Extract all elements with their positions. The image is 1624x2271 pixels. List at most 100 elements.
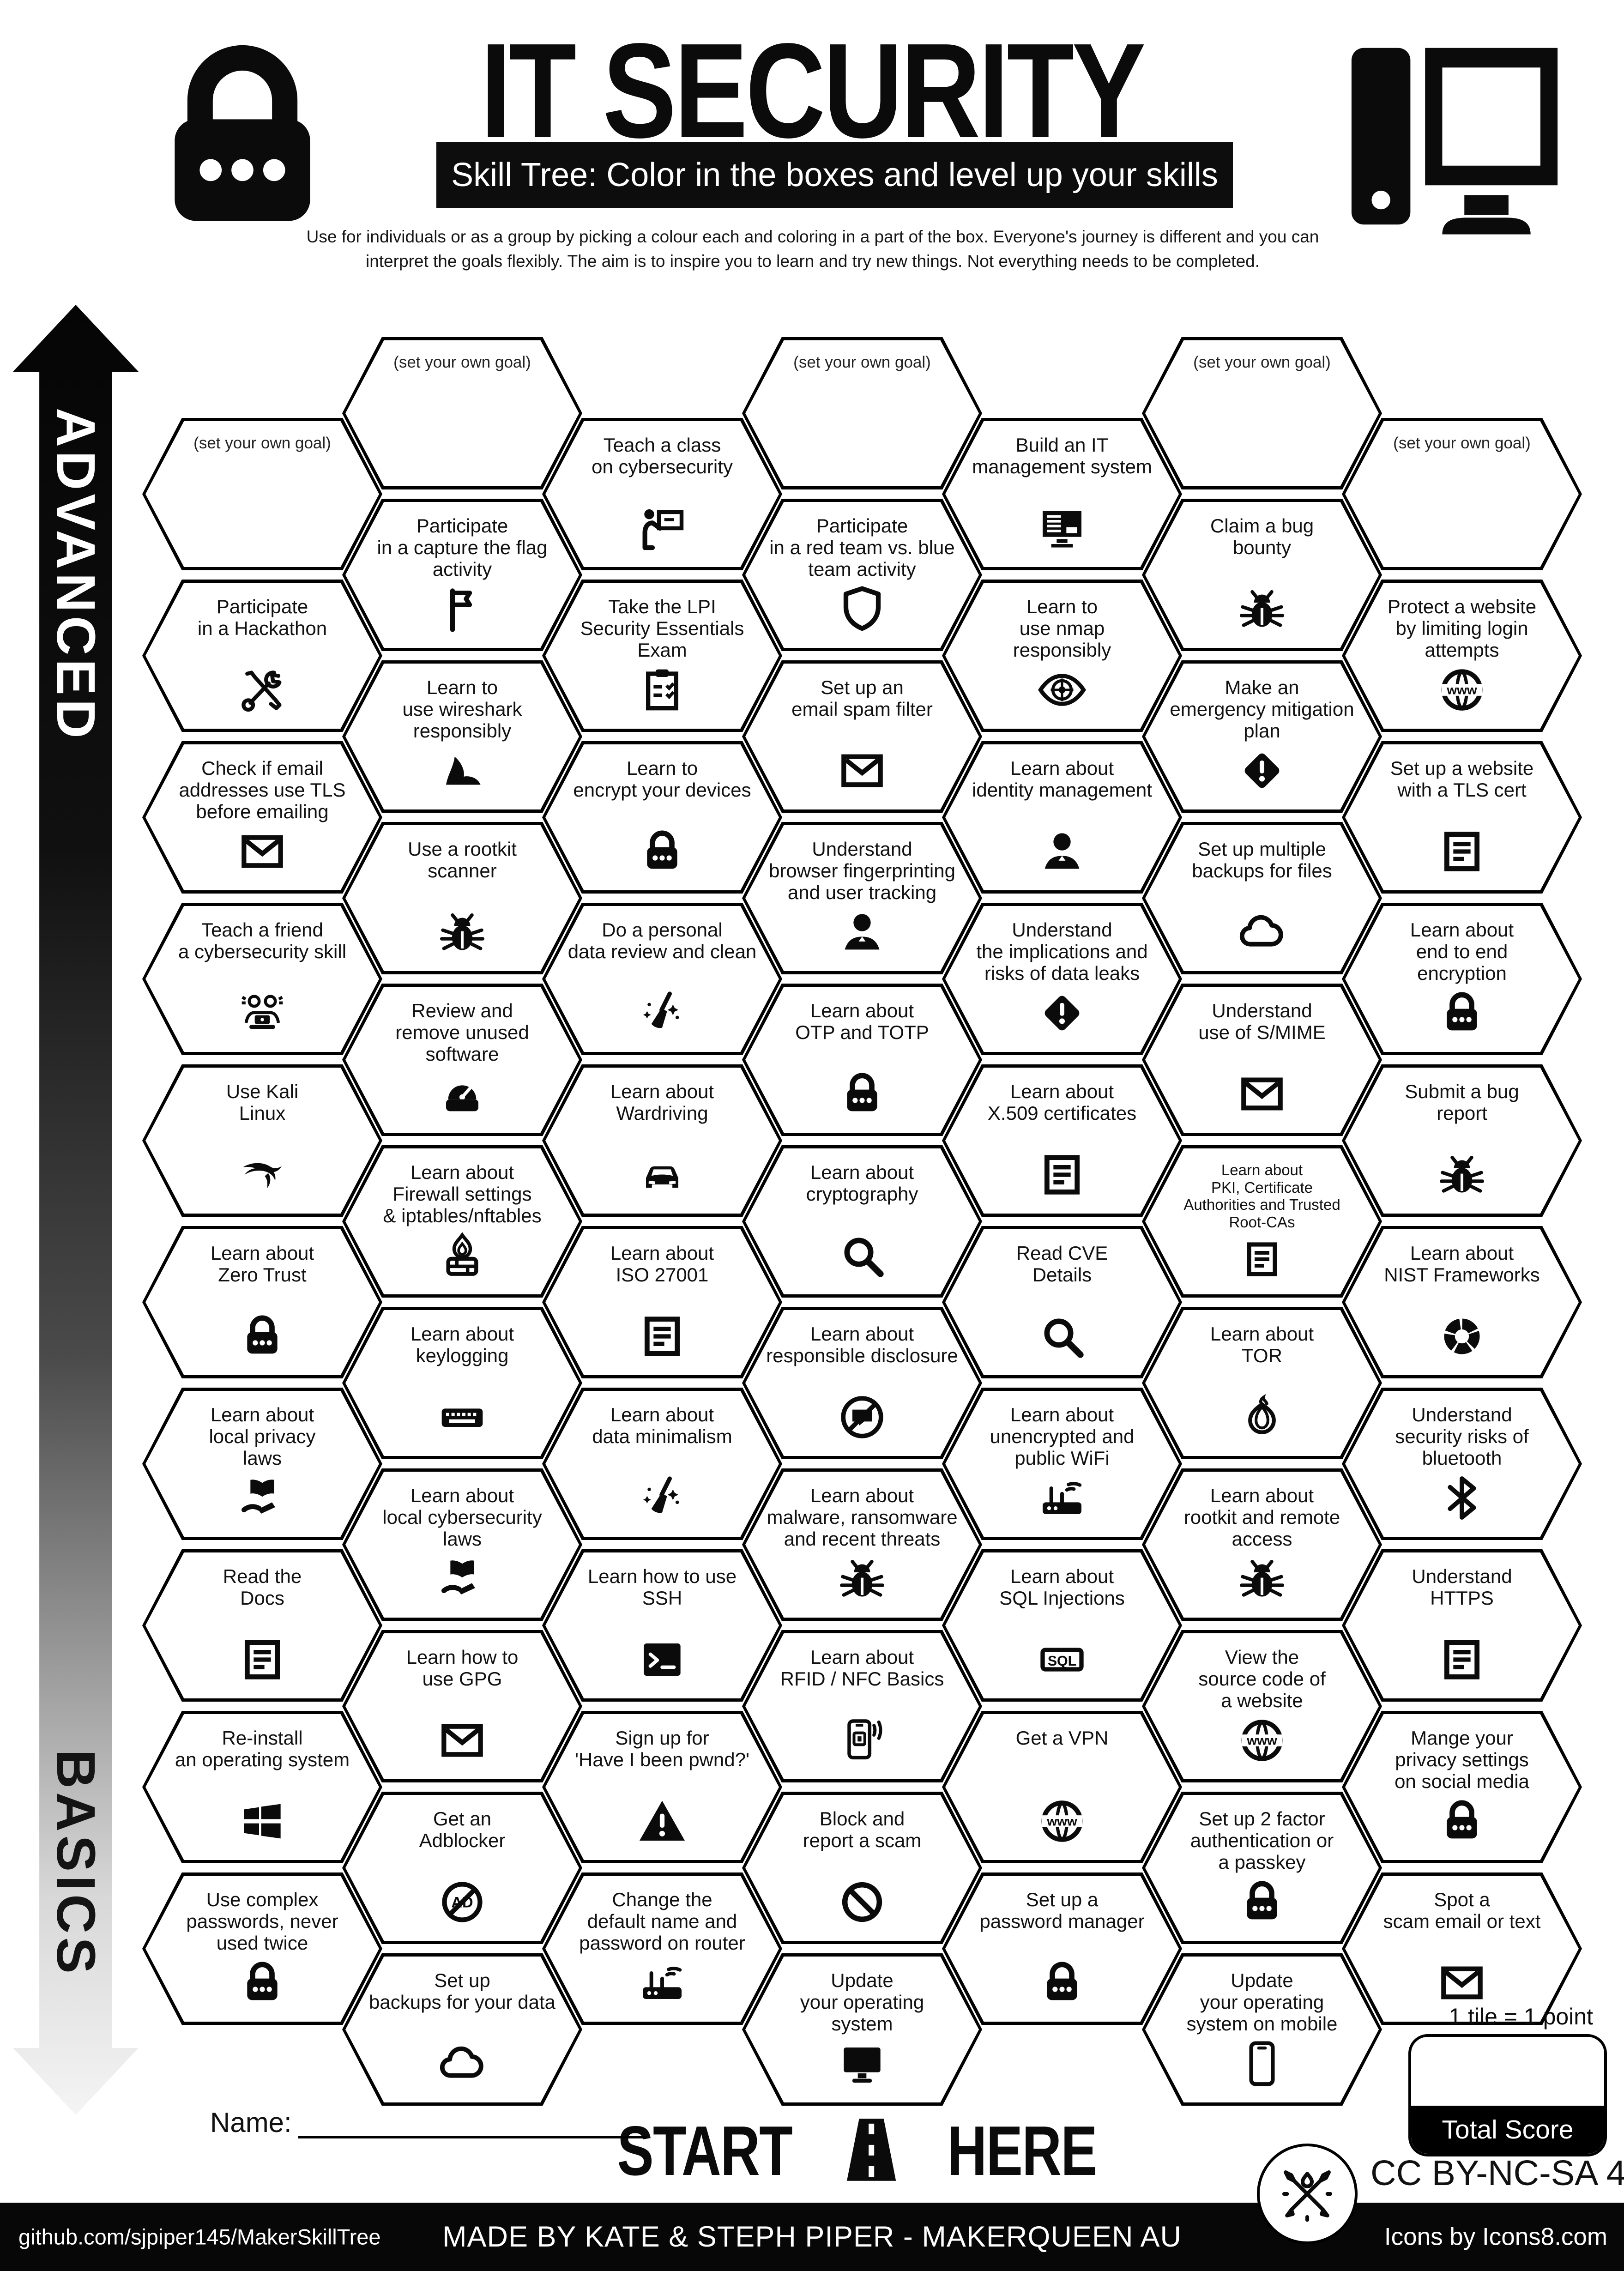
hex-tile: Learn about data minimalism — [542, 1388, 782, 1540]
goal-placeholder-label: (set your own goal) — [1393, 434, 1531, 452]
skill-label: Learn about rootkit and remote access — [1183, 1485, 1340, 1550]
skill-label: View the source code of a website — [1198, 1646, 1326, 1712]
skill-label: Learn about malware, ransomware and recent… — [767, 1485, 958, 1550]
hex-tile-face — [1145, 1633, 1379, 1779]
footer-bar: github.com/sjpiper145/MakerSkillTree MAD… — [0, 2203, 1624, 2271]
hex-tile: Review and remove unused software — [342, 984, 582, 1136]
hex-tile-face — [1345, 583, 1579, 729]
hex-tile: Read CVE Details — [942, 1226, 1182, 1378]
hex-tile-face — [345, 1310, 579, 1456]
hex-tile-face — [1145, 1148, 1379, 1294]
skill-label: Learn about Zero Trust — [210, 1242, 314, 1286]
doc-icon — [1240, 1237, 1284, 1281]
hex-tile-face — [545, 1068, 779, 1214]
goal-placeholder-label: (set your own goal) — [193, 434, 331, 452]
doc-icon — [1436, 1634, 1488, 1685]
hex-tile-face — [145, 1552, 379, 1698]
svg-text:www: www — [1446, 683, 1477, 697]
hex-tile: Set up a password manager — [942, 1872, 1182, 2025]
bug-icon — [1236, 583, 1288, 635]
hex-tile: Learn about malware, ransomware and recent… — [742, 1468, 982, 1621]
desktop-computer-icon — [1334, 18, 1575, 256]
bug-icon — [1436, 1149, 1488, 1201]
hex-tile: Set up backups for your data — [342, 1953, 582, 2106]
person-icon — [836, 906, 888, 958]
shark-icon — [436, 745, 488, 797]
hex-tile: Set up 2 factor authentication or a passke… — [1142, 1792, 1382, 1944]
skill-label: Set up backups for your data — [369, 1969, 555, 2013]
hex-tile: Learn about responsible disclosure — [742, 1307, 982, 1459]
here-label: HERE — [948, 2111, 1098, 2190]
hex-tile-face — [1145, 340, 1379, 486]
skill-label: Mange your privacy settings on social medi… — [1395, 1727, 1529, 1793]
broom-icon — [636, 987, 688, 1039]
windows-icon — [236, 1795, 288, 1847]
svg-text:www: www — [1246, 1733, 1277, 1747]
skill-label: Learn to encrypt your devices — [573, 757, 751, 801]
doc-icon — [236, 1634, 288, 1685]
skill-label: Build an IT management system — [972, 434, 1152, 478]
hex-tile: Sign up for 'Have I been pwnd?' — [542, 1711, 782, 1863]
clipboard-icon — [636, 664, 688, 716]
intro-line-1: Use for individuals or as a group by pic… — [306, 227, 1319, 246]
skill-label: Read the Docs — [223, 1565, 302, 1609]
skill-label: Make an emergency mitigation plan — [1170, 676, 1354, 742]
hex-tile: Learn how to use GPG — [342, 1630, 582, 1782]
onion-icon — [1236, 1391, 1288, 1443]
hex-tile-goal: (set your own goal) — [142, 418, 382, 570]
hex-tile: Learn about identity management — [942, 741, 1182, 894]
lock-icon — [1236, 1876, 1288, 1928]
magnifier-icon — [1036, 1311, 1088, 1362]
hex-tile-face — [545, 1229, 779, 1375]
hex-tile: Mange your privacy settings on social medi… — [1342, 1711, 1582, 1863]
car-icon — [636, 1149, 688, 1201]
keyboard-icon — [436, 1391, 488, 1443]
tools-icon — [236, 664, 288, 716]
skill-label: Learn about Firewall settings & iptables/n… — [383, 1161, 542, 1227]
bug-icon — [436, 906, 488, 958]
hex-tile-face — [1145, 1957, 1379, 2102]
hex-tile-face — [1345, 1552, 1579, 1698]
hex-tile: Check if email addresses use TLS before em… — [142, 741, 382, 894]
hex-tile-face — [545, 583, 779, 729]
bookhand-icon — [436, 1553, 488, 1605]
hex-tile: Get a VPN www — [942, 1711, 1182, 1863]
skill-label: Update your operating system — [800, 1969, 924, 2035]
skill-label: Learn about identity management — [972, 757, 1152, 801]
hex-tile: Spot a scam email or text — [1342, 1872, 1582, 2025]
goal-placeholder-label: (set your own goal) — [793, 353, 931, 371]
name-label: Name: — [210, 2107, 292, 2138]
skill-label: Spot a scam email or text — [1383, 1889, 1541, 1933]
envelope-icon — [236, 826, 288, 877]
skill-label: Set up a password manager — [979, 1889, 1145, 1933]
doc-icon — [636, 1311, 688, 1362]
tile-points-note: 1 tile = 1 point — [1449, 2004, 1593, 2029]
envelope-icon — [1436, 1957, 1488, 2009]
bug-icon — [836, 1553, 888, 1605]
skill-label: Learn about end to end encryption — [1410, 919, 1514, 985]
skill-label: Understand use of S/MIME — [1198, 1000, 1326, 1044]
skill-label: Participate in a Hackathon — [197, 596, 327, 640]
adblock-icon: AD — [436, 1876, 488, 1928]
prohibit-icon — [836, 1876, 888, 1928]
router-icon — [1036, 1472, 1088, 1524]
skill-label: Sign up for 'Have I been pwnd?' — [575, 1727, 749, 1771]
broom-icon — [636, 1472, 688, 1524]
kali-icon — [236, 1149, 288, 1201]
hex-tile-face — [745, 502, 979, 648]
hex-tile-face — [145, 421, 379, 567]
skill-label: Get an Adblocker — [419, 1808, 506, 1852]
skill-label: Use complex passwords, never used twice — [186, 1889, 338, 1954]
router-icon — [636, 1957, 688, 2009]
skill-label: Learn how to use GPG — [406, 1646, 519, 1690]
skill-label: Learn how to use SSH — [587, 1565, 737, 1609]
hex-tile: Learn how to use SSH — [542, 1549, 782, 1702]
diamondwarn-icon — [1036, 987, 1088, 1039]
hex-tile: Protect a website by limiting login attemp… — [1342, 580, 1582, 732]
nochat-icon — [836, 1391, 888, 1443]
skill-label: Learn about responsible disclosure — [766, 1323, 958, 1367]
svg-text:www: www — [1046, 1814, 1077, 1828]
intro-line-2: interpret the goals flexibly. The aim is… — [365, 252, 1260, 271]
hex-tile-face — [345, 502, 579, 648]
